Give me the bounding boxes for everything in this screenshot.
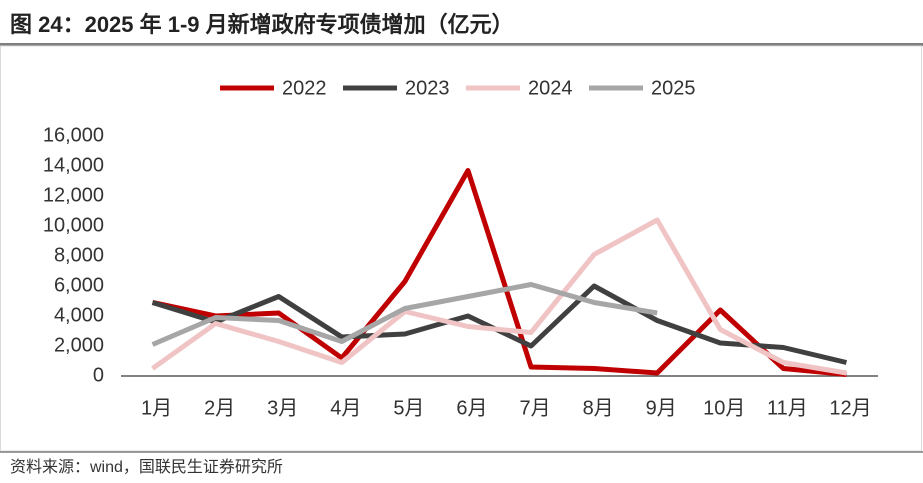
legend-label: 2024 xyxy=(528,77,573,99)
legend-label: 2023 xyxy=(405,77,450,99)
y-tick-label: 12,000 xyxy=(43,184,104,206)
y-tick-label: 6,000 xyxy=(54,274,104,296)
series-line xyxy=(151,282,658,347)
x-tick-label: 2月 xyxy=(204,397,235,419)
x-tick-label: 3月 xyxy=(267,397,298,419)
source: 资料来源：wind，国联民生证券研究所 xyxy=(10,458,283,476)
legend-label: 2025 xyxy=(651,77,696,99)
x-tick-label: 10月 xyxy=(703,397,745,419)
title-rule xyxy=(0,43,923,46)
x-tick-label: 1月 xyxy=(141,397,172,419)
legend-label: 2022 xyxy=(282,77,327,99)
series-line xyxy=(152,168,847,377)
y-tick-label: 14,000 xyxy=(43,154,104,176)
x-tick-label: 5月 xyxy=(393,397,424,419)
x-tick-label: 11月 xyxy=(767,397,808,419)
x-tick-label: 4月 xyxy=(330,397,361,419)
x-tick-label: 12月 xyxy=(829,397,871,419)
series-line xyxy=(151,217,847,376)
x-tick-label: 7月 xyxy=(519,397,550,419)
y-tick-label: 0 xyxy=(93,364,104,386)
x-tick-label: 9月 xyxy=(646,397,677,419)
series-line xyxy=(151,283,848,365)
x-tick-label: 6月 xyxy=(456,397,487,419)
y-tick-label: 16,000 xyxy=(43,124,104,146)
chart-title: 图 24：2025 年 1-9 月新增政府专项债增加（亿元） xyxy=(10,12,514,37)
y-tick-label: 2,000 xyxy=(54,334,104,356)
x-tick-label: 8月 xyxy=(583,397,614,419)
y-tick-label: 8,000 xyxy=(54,244,104,266)
frame xyxy=(0,45,922,452)
y-tick-label: 4,000 xyxy=(54,304,104,326)
y-tick-label: 10,000 xyxy=(43,214,104,236)
